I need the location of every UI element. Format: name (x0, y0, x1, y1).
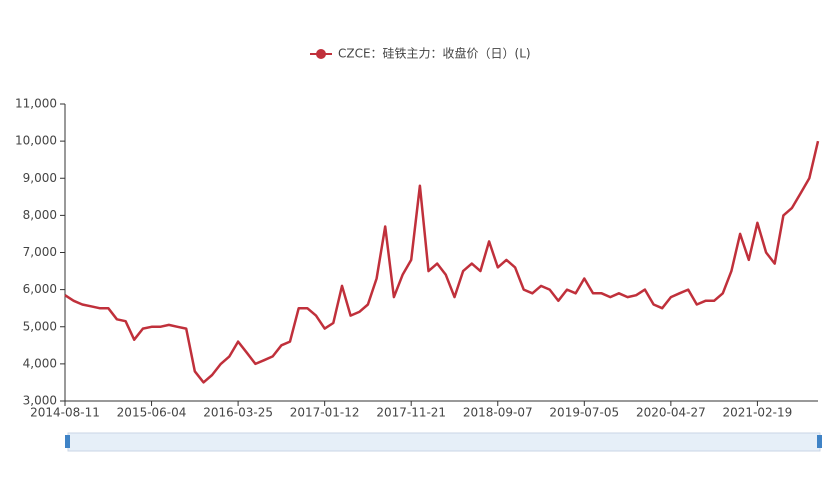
y-tick-label: 7,000 (23, 245, 57, 259)
zoom-handle[interactable] (817, 435, 822, 448)
x-tick-label: 2021-02-19 (723, 406, 793, 420)
y-tick-label: 3,000 (23, 394, 57, 408)
x-tick-label: 2019-07-05 (549, 406, 619, 420)
x-tick-label: 2016-03-25 (203, 406, 273, 420)
y-tick-label: 6,000 (23, 282, 57, 296)
legend-label[interactable]: CZCE：硅铁主力：收盘价（日）(L) (338, 46, 531, 61)
x-tick-label: 2018-09-07 (463, 406, 533, 420)
y-tick-label: 11,000 (15, 97, 57, 111)
y-tick-label: 8,000 (23, 208, 57, 222)
x-tick-label: 2017-11-21 (376, 406, 446, 420)
x-tick-label: 2017-01-12 (290, 406, 360, 420)
zoom-track[interactable] (67, 432, 821, 452)
data-zoom[interactable] (65, 432, 822, 452)
legend-marker (316, 49, 326, 59)
zoom-handle[interactable] (65, 435, 70, 448)
y-tick-label: 4,000 (23, 356, 57, 370)
x-tick-label: 2020-04-27 (636, 406, 706, 420)
y-tick-label: 9,000 (23, 171, 57, 185)
y-tick-label: 5,000 (23, 319, 57, 333)
x-tick-label: 2015-06-04 (117, 406, 187, 420)
line-series (64, 140, 820, 384)
y-tick-label: 10,000 (15, 134, 57, 148)
x-tick-label: 2014-08-11 (30, 406, 100, 420)
